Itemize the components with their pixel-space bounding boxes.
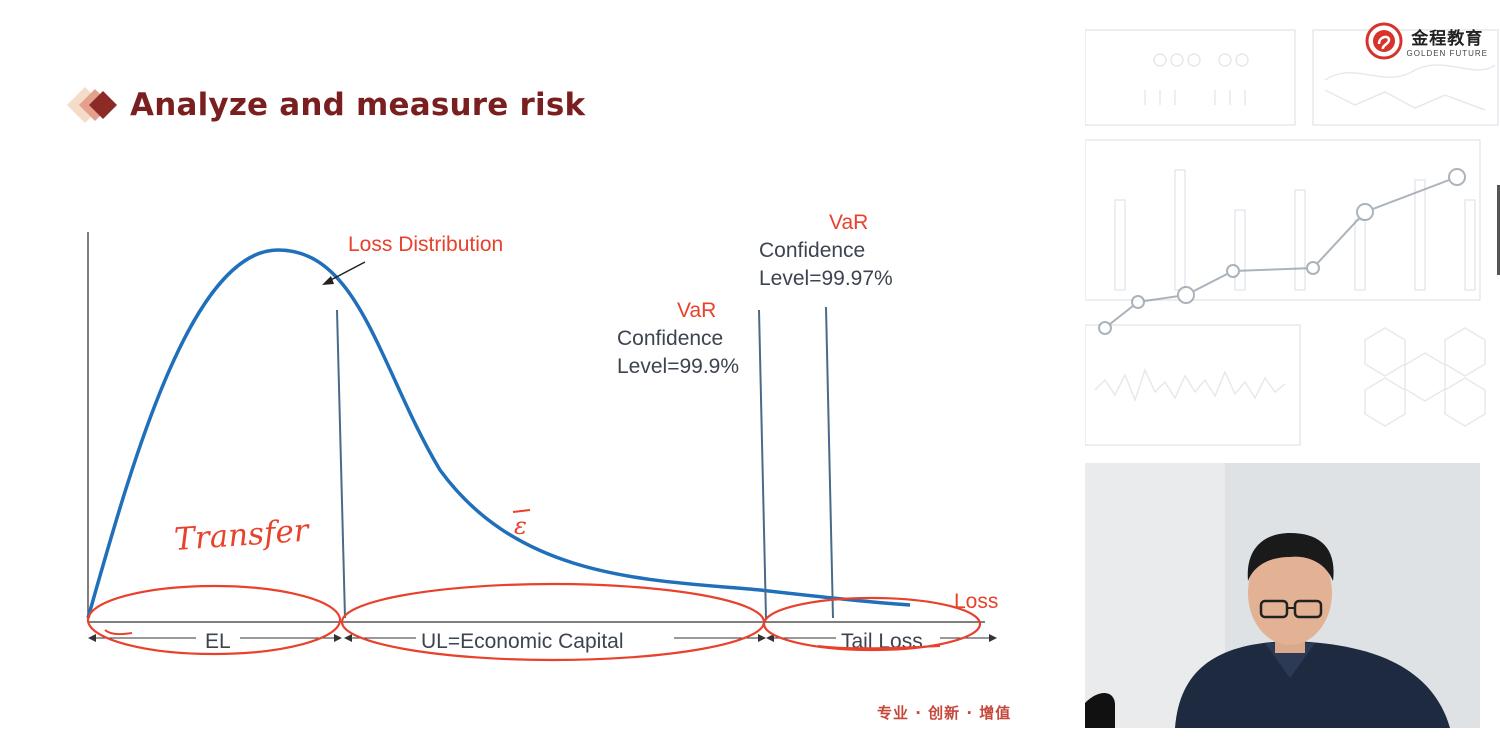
- el-arrow-right-head: [334, 634, 342, 642]
- presenter-body: [1175, 641, 1450, 728]
- el-boundary-line: [336, 309, 346, 619]
- el-arrow-left-head: [88, 634, 96, 642]
- loss-distribution-curve: [86, 248, 911, 619]
- tail-label-bg: [836, 628, 940, 650]
- bar-columns: [1114, 169, 1476, 291]
- ul-arrow-left-head: [344, 634, 352, 642]
- var-9997-line2: Level=99.97%: [759, 267, 893, 290]
- epsilon-bar: [512, 509, 531, 513]
- slogan: 专业 · 创新 · 增值: [877, 704, 1012, 722]
- presenter-face: [1248, 541, 1332, 645]
- ul-label-bg: [416, 628, 674, 650]
- var-9997-heading: VaR: [829, 211, 868, 234]
- background-infographic: [1085, 29, 1499, 446]
- hexagons: [1364, 327, 1486, 427]
- diamond-bullet-icon: [67, 87, 117, 123]
- tail-arrow-right-head: [989, 634, 997, 642]
- tail-arrow-left-head: [766, 634, 774, 642]
- curve-label: Loss Distribution: [348, 233, 503, 256]
- var-9997-line: [825, 306, 834, 619]
- el-label-bg: [196, 628, 240, 650]
- brand-name-cn: 金程教育: [1411, 29, 1484, 49]
- golden-future-logo-icon: [1365, 22, 1403, 60]
- loss-distribution-diagram: Loss Distribution VaR Confidence Level=9…: [86, 211, 998, 662]
- el-underline-annotation: [104, 629, 133, 636]
- axis-end-label: Loss: [954, 590, 998, 613]
- scroll-indicator: [1497, 185, 1500, 275]
- var-999-line2: Level=99.9%: [617, 355, 739, 378]
- epsilon-handwriting: ε: [514, 512, 527, 540]
- trend-line-graphic: [1098, 168, 1466, 335]
- var-999-heading: VaR: [677, 299, 716, 322]
- el-ellipse-annotation: [86, 584, 342, 656]
- webcam-feed: [1085, 463, 1480, 728]
- slide: Analyze and measure risk Loss Distributi…: [45, 80, 1012, 722]
- brand-logo: 金程教育 GOLDEN FUTURE: [1365, 22, 1488, 60]
- slide-title-bar: Analyze and measure risk: [45, 80, 585, 130]
- transfer-handwriting: Transfer: [173, 513, 312, 558]
- curve-label-pointer-head: [322, 276, 334, 285]
- side-panel: 金程教育 GOLDEN FUTURE: [1085, 0, 1500, 750]
- var-999-line1: Confidence: [617, 327, 723, 350]
- page-title: Analyze and measure risk: [130, 87, 586, 123]
- tail-underline-annotation: [817, 645, 941, 650]
- people-icons: [1144, 53, 1249, 105]
- el-label: EL: [205, 630, 231, 653]
- var-999-line: [758, 309, 767, 619]
- var-9997-line1: Confidence: [759, 239, 865, 262]
- brand-name-en: GOLDEN FUTURE: [1406, 49, 1488, 58]
- tail-ellipse-annotation: [762, 596, 982, 652]
- ul-arrow-right-head: [758, 634, 766, 642]
- presenter-video: [1085, 463, 1480, 728]
- ul-label: UL=Economic Capital: [421, 630, 624, 653]
